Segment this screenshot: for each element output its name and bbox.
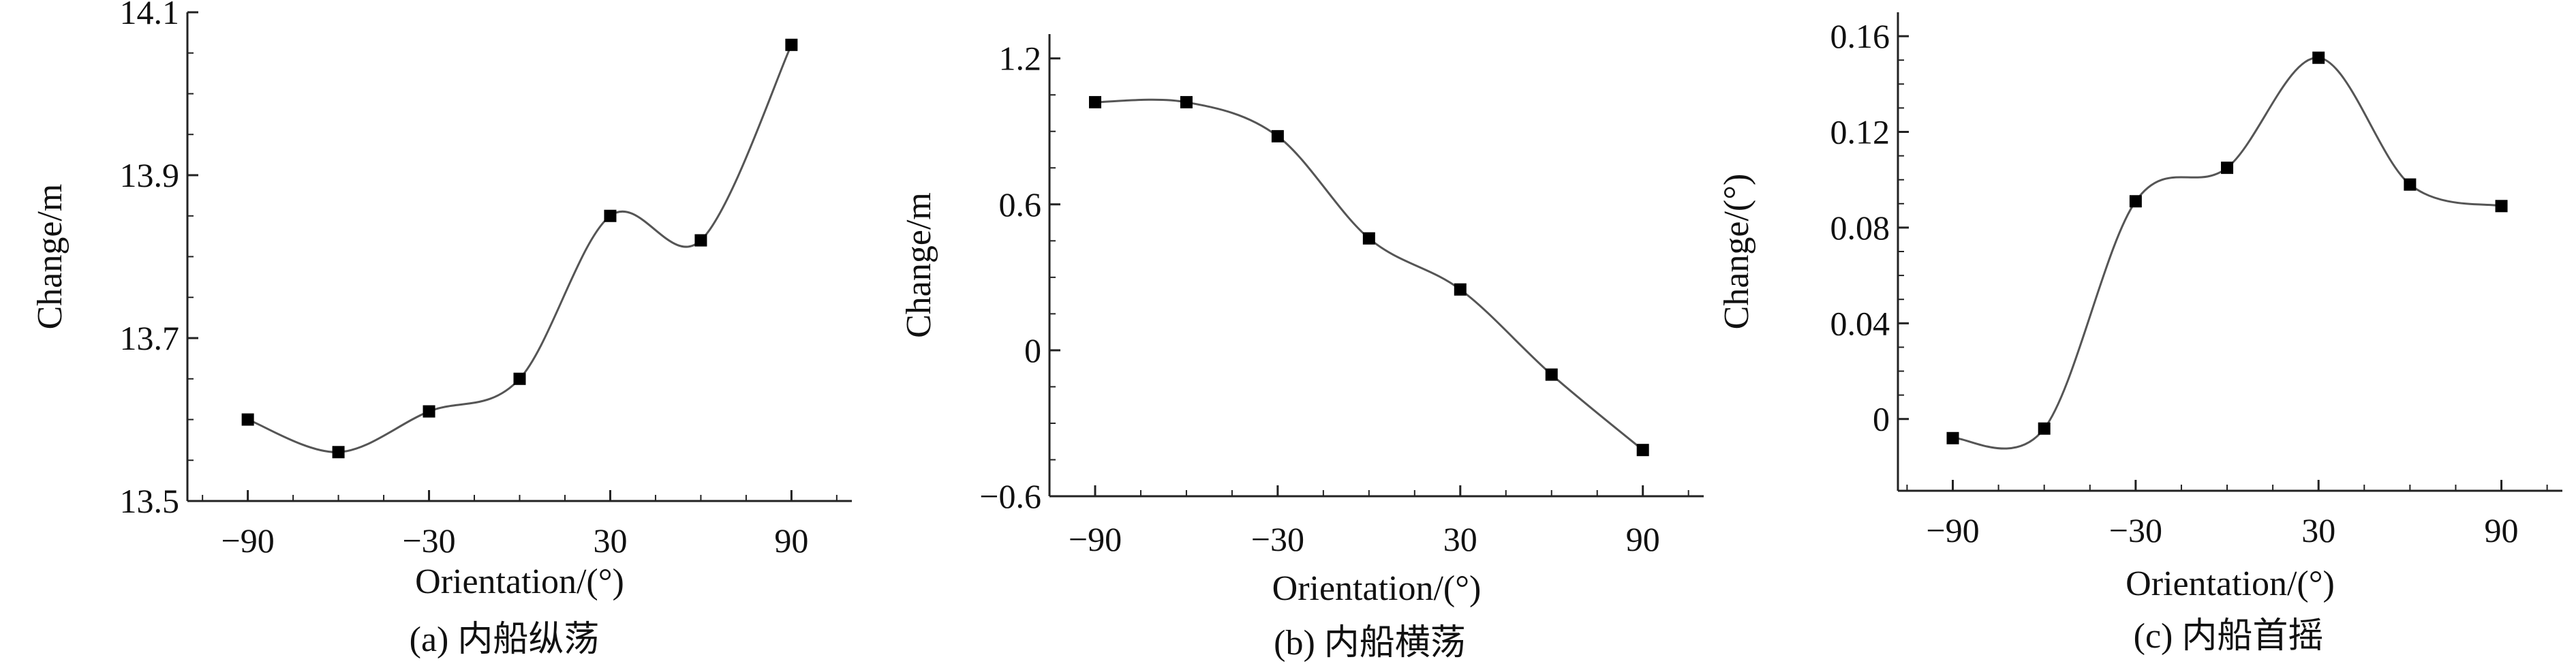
panel-a-series-line [247, 44, 793, 453]
panel-a-data-point [694, 234, 707, 247]
panel-a-caption: (a) 内船纵荡 [410, 620, 600, 659]
panel-c-data-point [2495, 200, 2508, 213]
panel-b-xtick-label: 90 [1626, 520, 1660, 558]
panel-a-data-point [423, 405, 435, 418]
panel-c-y-axis-label: Change/(°) [1717, 174, 1756, 330]
panel-c-data-point [2221, 162, 2234, 174]
panel-b-xtick-label: −30 [1251, 520, 1304, 558]
panel-c-ytick-label: 0.08 [1830, 209, 1890, 247]
panel-c-data-point [2404, 178, 2417, 191]
panel-c-series-line [1952, 57, 2502, 450]
panel-b-data-point [1545, 368, 1558, 381]
panel-c-data-point [2129, 195, 2142, 208]
panel-b-ytick-label: 1.2 [999, 40, 1042, 78]
panel-b-data-point [1636, 444, 1649, 457]
panel-c-xtick-label: −30 [2109, 511, 2162, 549]
panel-a-ytick-label: 14.1 [120, 0, 180, 31]
panel-c-data-point [1946, 431, 1959, 444]
panel-a-xtick-label: −30 [402, 521, 455, 560]
panel-b-data-point [1180, 95, 1193, 108]
panel-b-data-point [1271, 130, 1284, 142]
panel-a-xtick-label: 90 [774, 521, 808, 560]
panel-a-data-point [332, 446, 345, 459]
panel-b-ytick-label: 0 [1024, 331, 1041, 369]
panel-b-data-point [1362, 232, 1375, 245]
panel-c: 0 0.04 0.08 0.12 0.16 −90 −30 30 90 Orientation/(… [1717, 12, 2562, 656]
panel-c-ytick-label: 0.04 [1830, 304, 1890, 342]
panel-c-data-point [2312, 51, 2325, 64]
panel-a-data-point [241, 413, 254, 426]
panel-a-ytick-label: 13.9 [120, 156, 180, 194]
panel-c-x-axis-label: Orientation/(°) [2126, 564, 2335, 603]
panel-b-x-axis-label: Orientation/(°) [1272, 569, 1482, 608]
panel-b-data-point [1088, 95, 1101, 108]
panel-b-xtick-label: −90 [1069, 520, 1122, 558]
panel-a-data-point [604, 209, 617, 222]
panel-b-caption: (b) 内船横荡 [1274, 624, 1466, 663]
panel-a-x-axis-label: Orientation/(°) [415, 562, 624, 601]
panel-c-xtick-label: 90 [2485, 511, 2519, 549]
panel-b: −0.6 0 0.6 1.2 −90 −30 30 90 Orientation/(°) Chan… [900, 34, 1704, 663]
panel-c-xtick-label: 30 [2301, 511, 2335, 549]
panel-a-y-axis-label: Change/m [31, 184, 70, 330]
panel-a: 13.5 13.7 13.9 14.1 −90 −30 30 90 Orientation/(°… [31, 0, 852, 659]
panel-c-caption: (c) 内船首摇 [2134, 617, 2324, 656]
panel-b-ytick-label: −0.6 [979, 477, 1041, 515]
panel-c-ytick-label: 0.16 [1830, 17, 1890, 55]
panel-c-data-point [2038, 422, 2051, 435]
panel-a-ytick-label: 13.7 [120, 319, 180, 357]
panel-a-data-point [513, 372, 526, 385]
panel-b-xtick-label: 30 [1443, 520, 1477, 558]
panel-b-y-axis-label: Change/m [900, 192, 938, 338]
panel-a-xtick-label: −90 [221, 521, 275, 560]
panel-b-ytick-label: 0.6 [999, 185, 1042, 224]
panel-c-xtick-label: −90 [1926, 511, 1979, 549]
panel-b-series-line [1094, 98, 1644, 451]
panel-c-ytick-label: 0 [1873, 400, 1890, 438]
panel-b-data-point [1454, 283, 1467, 296]
panel-c-ytick-label: 0.12 [1830, 113, 1890, 151]
panel-a-xtick-label: 30 [593, 521, 627, 560]
panel-a-ytick-label: 13.5 [120, 482, 180, 520]
panel-a-data-point [785, 38, 798, 51]
